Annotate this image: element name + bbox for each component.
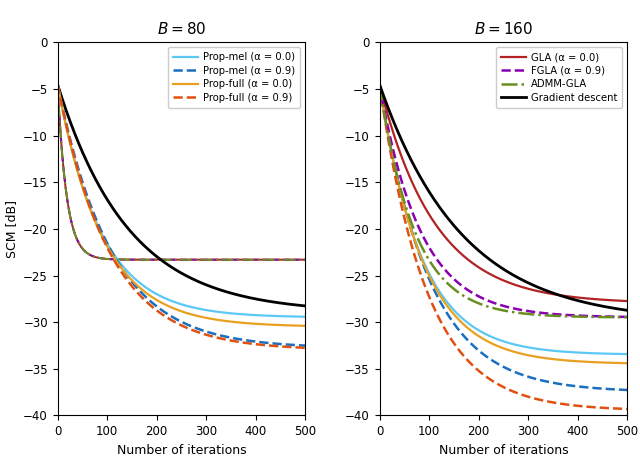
Legend: Prop-mel (α = 0.0), Prop-mel (α = 0.9), Prop-full (α = 0.0), Prop-full (α = 0.9): Prop-mel (α = 0.0), Prop-mel (α = 0.9), …	[168, 48, 300, 108]
Title: $B = 160$: $B = 160$	[474, 21, 533, 37]
X-axis label: Number of iterations: Number of iterations	[438, 444, 568, 456]
Title: $B = 80$: $B = 80$	[157, 21, 206, 37]
Y-axis label: SCM [dB]: SCM [dB]	[4, 200, 17, 258]
Legend: GLA (α = 0.0), FGLA (α = 0.9), ADMM-GLA, Gradient descent: GLA (α = 0.0), FGLA (α = 0.9), ADMM-GLA,…	[496, 48, 622, 108]
X-axis label: Number of iterations: Number of iterations	[116, 444, 246, 456]
